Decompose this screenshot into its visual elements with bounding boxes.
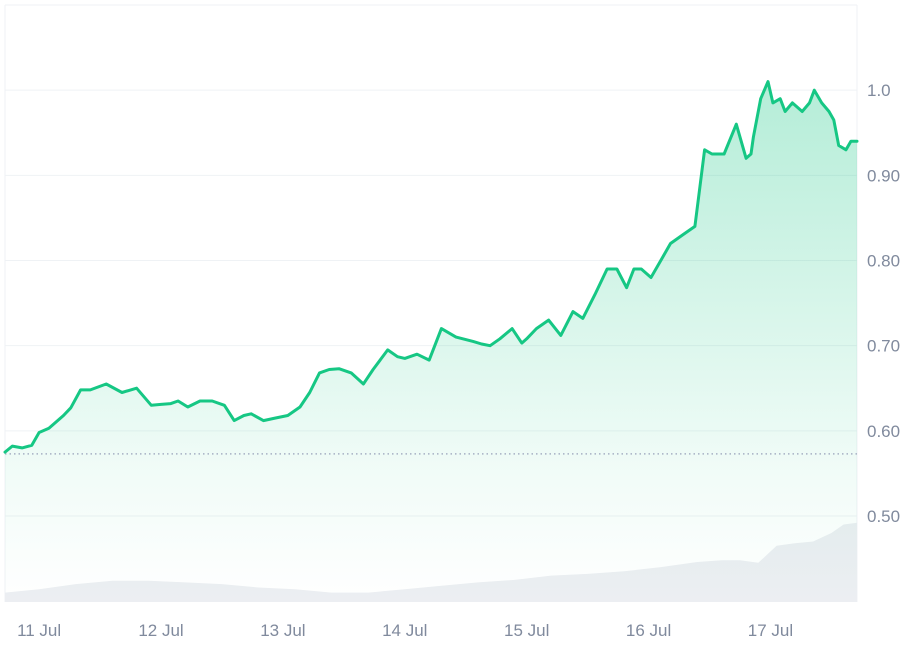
x-axis-ticks: 11 Jul 12 Jul 13 Jul 14 Jul 15 Jul 16 Jul 17 J… <box>17 621 793 640</box>
price-area-layer <box>5 81 857 603</box>
x-tick-label: 12 Jul <box>138 621 183 640</box>
y-axis-ticks: 0.50 0.60 0.70 0.80 0.90 1.0 <box>867 81 900 526</box>
price-area <box>5 81 857 603</box>
y-tick-label: 0.80 <box>867 251 900 270</box>
y-tick-label: 1.0 <box>867 81 891 100</box>
y-tick-label: 0.70 <box>867 337 900 356</box>
x-tick-label: 17 Jul <box>748 621 793 640</box>
price-line <box>3 80 859 454</box>
y-tick-label: 0.90 <box>867 166 900 185</box>
x-tick-label: 14 Jul <box>382 621 427 640</box>
x-tick-label: 13 Jul <box>260 621 305 640</box>
y-tick-label: 0.50 <box>867 507 900 526</box>
x-tick-label: 11 Jul <box>17 621 61 640</box>
x-tick-label: 15 Jul <box>504 621 549 640</box>
x-tick-label: 16 Jul <box>626 621 671 640</box>
y-tick-label: 0.60 <box>867 422 900 441</box>
price-line-layer <box>3 80 859 454</box>
